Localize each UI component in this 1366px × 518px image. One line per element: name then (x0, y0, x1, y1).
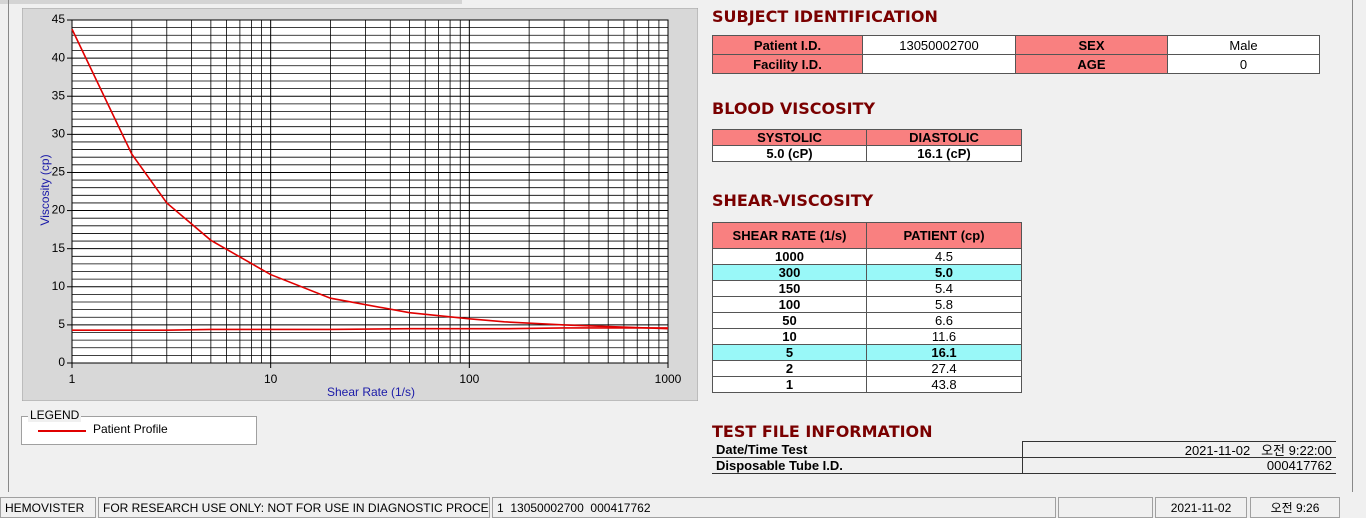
y-tick-label: 25 (52, 165, 66, 179)
table-cell (862, 54, 1016, 74)
table-cell: 10 (712, 328, 867, 345)
y-tick-label: 35 (52, 88, 66, 102)
x-tick-label: 10 (264, 372, 278, 386)
table-cell: 4.5 (866, 248, 1022, 265)
status-text: FOR RESEARCH USE ONLY: NOT FOR USE IN DI… (98, 497, 490, 518)
table-cell: 11.6 (866, 328, 1022, 345)
section-title: BLOOD VISCOSITY (712, 99, 876, 118)
table-cell: 2 (712, 360, 867, 377)
table-cell: Facility I.D. (712, 54, 863, 74)
top-strip (0, 0, 462, 4)
table-cell: 5 (712, 344, 867, 361)
table-header: DIASTOLIC (866, 129, 1022, 146)
table-cell: 300 (712, 264, 867, 281)
table-cell: 150 (712, 280, 867, 297)
table-header: PATIENT (cp) (866, 222, 1022, 249)
y-tick-label: 15 (52, 241, 66, 255)
table-cell: 43.8 (866, 376, 1022, 393)
y-tick-label: 40 (52, 50, 66, 64)
table-cell: Disposable Tube I.D. (712, 457, 1023, 474)
section-title: SHEAR-VISCOSITY (712, 191, 874, 210)
status-text: HEMOVISTER (0, 497, 96, 518)
table-cell: 6.6 (866, 312, 1022, 329)
data-line (71, 28, 669, 330)
x-tick-label: 1 (69, 372, 76, 386)
y-tick-label: 0 (58, 355, 65, 369)
table-cell: 2021-11-02 오전 9:22:00 (1022, 441, 1336, 458)
section-title: SUBJECT IDENTIFICATION (712, 7, 938, 26)
table-cell: 100 (712, 296, 867, 313)
y-tick-label: 30 (52, 127, 66, 141)
legend-title: LEGEND (28, 408, 82, 422)
table-cell: 27.4 (866, 360, 1022, 377)
y-tick-label: 20 (52, 203, 66, 217)
data-line (72, 327, 668, 332)
table-cell: 13050002700 (862, 35, 1016, 55)
y-tick-label: 45 (52, 12, 66, 26)
legend-label: Patient Profile (93, 422, 168, 436)
table-cell: Date/Time Test (712, 441, 1023, 458)
y-tick-label: 10 (52, 279, 66, 293)
table-cell: 1 (712, 376, 867, 393)
table-cell: 16.1 (cP) (866, 145, 1022, 162)
table-cell: AGE (1015, 54, 1168, 74)
status-segment (1058, 497, 1153, 518)
table-cell: 5.8 (866, 296, 1022, 313)
x-axis-title: Shear Rate (1/s) (327, 385, 415, 399)
table-cell: 0 (1167, 54, 1320, 74)
x-tick-label: 1000 (655, 372, 682, 386)
status-text: 오전 9:26 (1250, 497, 1340, 518)
legend: Patient Profile (38, 422, 168, 436)
right-border (1352, 0, 1353, 492)
table-cell: 1000 (712, 248, 867, 265)
chart-panel: Viscosity (cp) Shear Rate (1/s) 0 5 10 15 20… (22, 8, 698, 401)
status-text: 2021-11-02 (1155, 497, 1247, 518)
section-title: TEST FILE INFORMATION (712, 422, 933, 441)
table-cell: Patient I.D. (712, 35, 863, 55)
table-cell: SEX (1015, 35, 1168, 55)
y-axis-title: Viscosity (cp) (38, 154, 52, 225)
status-text: 1 13050002700 000417762 (492, 497, 1056, 518)
table-cell: 5.4 (866, 280, 1022, 297)
table-cell: 50 (712, 312, 867, 329)
table-cell: Male (1167, 35, 1320, 55)
left-border (8, 0, 9, 492)
plot-area (71, 19, 669, 364)
table-header: SYSTOLIC (712, 129, 867, 146)
table-cell: 5.0 (cP) (712, 145, 867, 162)
table-cell: 16.1 (866, 344, 1022, 361)
x-tick-label: 100 (459, 372, 479, 386)
table-header: SHEAR RATE (1/s) (712, 222, 867, 249)
table-cell: 5.0 (866, 264, 1022, 281)
y-tick-label: 5 (58, 317, 65, 331)
table-cell: 000417762 (1022, 457, 1336, 474)
